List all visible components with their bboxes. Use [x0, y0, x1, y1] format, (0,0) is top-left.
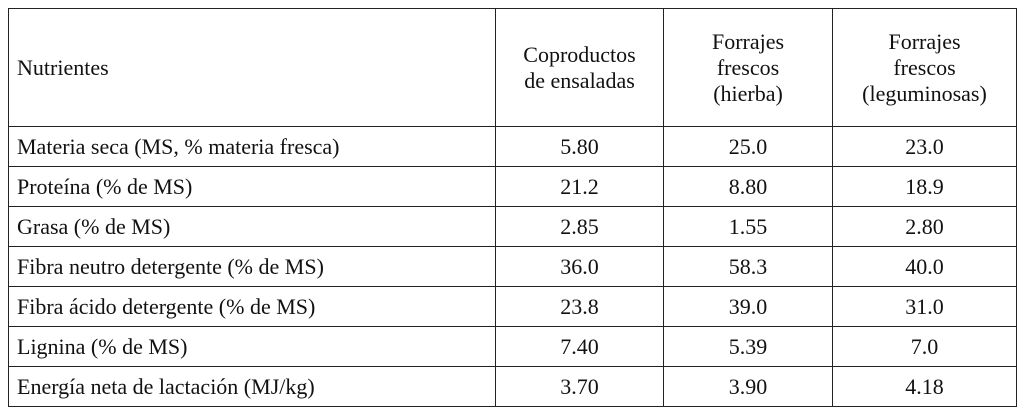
- value-cell: 7.0: [832, 326, 1017, 367]
- value-cell: 21.2: [495, 166, 664, 207]
- nutrient-name: Grasa (% de MS): [8, 206, 496, 247]
- table-row: Lignina (% de MS) 7.40 5.39 7.0: [8, 326, 1017, 367]
- value-cell: 31.0: [832, 286, 1017, 327]
- value-cell: 40.0: [832, 246, 1017, 287]
- value-cell: 2.80: [832, 206, 1017, 247]
- table-row: Fibra ácido detergente (% de MS) 23.8 39.0…: [8, 286, 1017, 327]
- value-cell: 3.90: [663, 366, 833, 407]
- header-text: de ensaladas: [524, 67, 635, 93]
- nutrient-name: Materia seca (MS, % materia fresca): [8, 126, 496, 167]
- header-text: Forrajes: [711, 28, 785, 54]
- header-text: Coproductos: [523, 41, 636, 67]
- table-header: Nutrientes Coproductos de ensaladas Forraje…: [8, 8, 1017, 127]
- value-cell: 5.39: [663, 326, 833, 367]
- header-text: Nutrientes: [17, 54, 109, 80]
- table-row: Proteína (% de MS) 21.2 8.80 18.9: [8, 166, 1017, 207]
- header-cell: Forrajes frescos (hierba): [663, 8, 833, 127]
- table-row: Energía neta de lactación (MJ/kg) 3.70 3.9…: [8, 366, 1017, 407]
- nutrient-name: Energía neta de lactación (MJ/kg): [8, 366, 496, 407]
- nutrient-name: Proteína (% de MS): [8, 166, 496, 207]
- value-cell: 36.0: [495, 246, 664, 287]
- value-cell: 18.9: [832, 166, 1017, 207]
- table-row: Materia seca (MS, % materia fresca) 5.80 2…: [8, 126, 1017, 167]
- value-cell: 58.3: [663, 246, 833, 287]
- table-row: Fibra neutro detergente (% de MS) 36.0 58.…: [8, 246, 1017, 287]
- nutrient-name: Fibra neutro detergente (% de MS): [8, 246, 496, 287]
- value-cell: 3.70: [495, 366, 664, 407]
- header-text: Forrajes: [888, 28, 961, 54]
- value-cell: 5.80: [495, 126, 664, 167]
- nutrient-table: Nutrientes Coproductos de ensaladas Forraje…: [8, 8, 1017, 407]
- value-cell: 2.85: [495, 206, 664, 247]
- table-row: Grasa (% de MS) 2.85 1.55 2.80: [8, 206, 1017, 247]
- header-text: frescos: [716, 54, 780, 80]
- header-text: (hierba): [713, 80, 783, 106]
- value-cell: 23.8: [495, 286, 664, 327]
- header-cell: Nutrientes: [8, 8, 496, 127]
- nutrient-name: Lignina (% de MS): [8, 326, 496, 367]
- value-cell: 25.0: [663, 126, 833, 167]
- header-text: (leguminosas): [862, 80, 987, 106]
- table-body: Materia seca (MS, % materia fresca) 5.80 2…: [8, 126, 1017, 407]
- value-cell: 7.40: [495, 326, 664, 367]
- header-cell: Coproductos de ensaladas: [495, 8, 664, 127]
- nutrient-name: Fibra ácido detergente (% de MS): [8, 286, 496, 327]
- value-cell: 8.80: [663, 166, 833, 207]
- value-cell: 39.0: [663, 286, 833, 327]
- header-row: Nutrientes Coproductos de ensaladas Forraje…: [8, 8, 1017, 127]
- value-cell: 1.55: [663, 206, 833, 247]
- header-cell: Forrajes frescos (leguminosas): [832, 8, 1017, 127]
- value-cell: 4.18: [832, 366, 1017, 407]
- header-text: frescos: [893, 54, 956, 80]
- value-cell: 23.0: [832, 126, 1017, 167]
